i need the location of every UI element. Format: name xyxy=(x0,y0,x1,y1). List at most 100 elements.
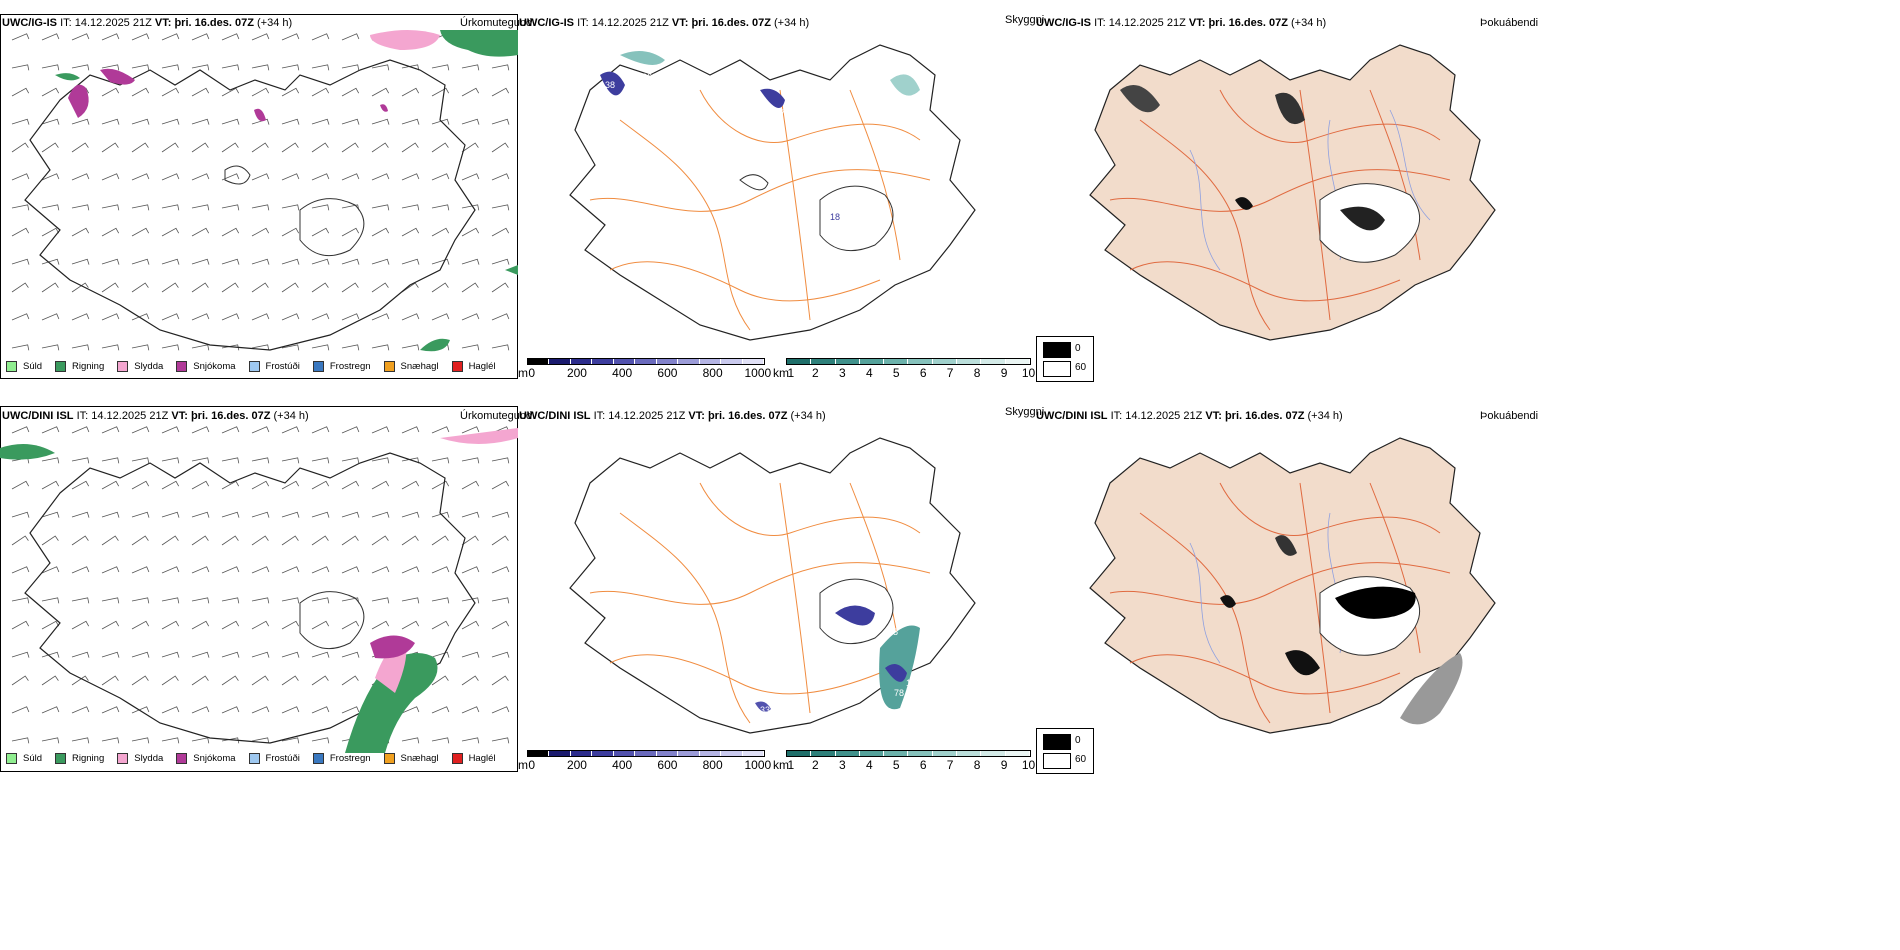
wind-barb xyxy=(341,480,360,490)
wind-barb xyxy=(251,706,270,714)
wind-barb xyxy=(431,204,450,211)
wind-barb xyxy=(41,118,60,125)
legend-item: Rigning xyxy=(55,361,104,372)
wind-barb xyxy=(461,64,480,71)
wind-barb xyxy=(341,535,359,546)
wind-barb xyxy=(461,457,480,464)
wind-barb xyxy=(221,227,240,237)
wind-barb xyxy=(161,620,180,630)
wind-barb xyxy=(401,566,420,574)
wind-barb xyxy=(281,597,300,604)
wind-barb xyxy=(101,258,120,265)
wind-barb xyxy=(311,173,330,181)
wind-barb xyxy=(401,64,420,71)
wind-barb xyxy=(401,142,419,153)
wind-barb xyxy=(101,118,120,125)
colorbar-step xyxy=(635,751,657,756)
wind-barb xyxy=(221,204,240,211)
wind-barb xyxy=(311,566,330,574)
road-network xyxy=(589,89,931,331)
wind-barb xyxy=(461,535,479,546)
it-time: 14.12.2025 21Z xyxy=(1125,410,1203,422)
wind-barb xyxy=(311,737,330,744)
wind-barb xyxy=(101,737,120,744)
wind-barb xyxy=(71,597,90,604)
wind-barb xyxy=(281,426,300,434)
wind-barb xyxy=(131,480,150,490)
fog-area xyxy=(1285,650,1320,676)
wind-barb xyxy=(341,706,360,714)
product-title: Skyggni xyxy=(1005,14,1045,26)
wind-barb xyxy=(221,480,240,490)
precip-snow-area xyxy=(68,84,89,118)
product-title: Þokuábendi xyxy=(1480,410,1539,422)
wind-barb xyxy=(221,118,240,125)
wind-barb xyxy=(311,457,330,464)
ceiling-colorbar: m 0 200 400 600 800 1000 xyxy=(518,750,771,772)
wind-barb xyxy=(341,566,360,574)
fog-map-1 xyxy=(1089,44,1496,341)
wind-barb xyxy=(191,282,209,293)
wind-barb xyxy=(41,204,60,211)
fog-map-2 xyxy=(1089,437,1496,734)
wind-barb xyxy=(11,227,30,237)
wind-barb xyxy=(161,118,180,125)
wind-barb xyxy=(401,706,420,714)
wind-barb xyxy=(71,706,90,714)
ceiling-colorbar-bar xyxy=(527,750,765,757)
wind-barb xyxy=(41,426,60,434)
legend-item: Haglél xyxy=(451,753,496,764)
wind-barb xyxy=(131,282,149,293)
iceland-coastline xyxy=(569,44,976,341)
colorbar-step xyxy=(787,359,812,364)
wind-barb xyxy=(431,706,450,714)
wind-barb xyxy=(281,737,300,744)
wind-barb xyxy=(11,282,29,293)
wind-barb xyxy=(71,173,90,181)
wind-barb xyxy=(311,282,329,293)
low-vis-area xyxy=(885,664,907,682)
lead-time: (+34 h) xyxy=(1291,17,1327,29)
precip-rain-area xyxy=(345,653,438,753)
wind-barb xyxy=(491,651,510,658)
wind-barb xyxy=(371,118,390,125)
colorbar-step xyxy=(528,359,550,364)
precip-snow-area xyxy=(370,635,415,659)
wind-barb xyxy=(311,204,330,211)
colorbar-step xyxy=(981,751,1006,756)
wind-barb xyxy=(401,535,419,546)
wind-barb xyxy=(491,675,509,686)
wind-barb xyxy=(191,480,210,490)
wind-barb xyxy=(41,258,60,265)
legend-item: Súld xyxy=(6,753,42,764)
wind-barb xyxy=(281,118,300,125)
wind-barb xyxy=(431,651,450,658)
fog-area xyxy=(1235,197,1253,210)
fog-key: 0 60 xyxy=(1036,728,1094,774)
wind-barb xyxy=(461,511,480,518)
wind-barb xyxy=(461,620,480,630)
precip-rain-area xyxy=(505,265,518,275)
wind-barb xyxy=(71,227,90,237)
wind-barb xyxy=(401,313,420,321)
wind-barb xyxy=(131,457,150,464)
wind-barb xyxy=(461,566,480,574)
wind-barb xyxy=(191,651,210,658)
wind-barb xyxy=(311,597,330,604)
wind-barb xyxy=(251,258,270,265)
wind-barb xyxy=(341,118,360,125)
precip-map-1 xyxy=(11,30,518,352)
glacier-outline xyxy=(299,198,365,257)
colorbar-step xyxy=(932,359,958,364)
wind-barb xyxy=(401,737,420,744)
wind-barb xyxy=(341,227,360,237)
fog-area xyxy=(1275,92,1305,125)
wind-barb xyxy=(191,118,210,125)
wind-barb xyxy=(341,344,360,351)
wind-barb xyxy=(401,227,420,237)
wind-barb xyxy=(101,597,120,604)
vt-label: VT: xyxy=(688,410,705,422)
lead-time: (+34 h) xyxy=(257,17,293,29)
precip-snow-area xyxy=(100,68,135,85)
colorbar-step xyxy=(656,359,679,364)
